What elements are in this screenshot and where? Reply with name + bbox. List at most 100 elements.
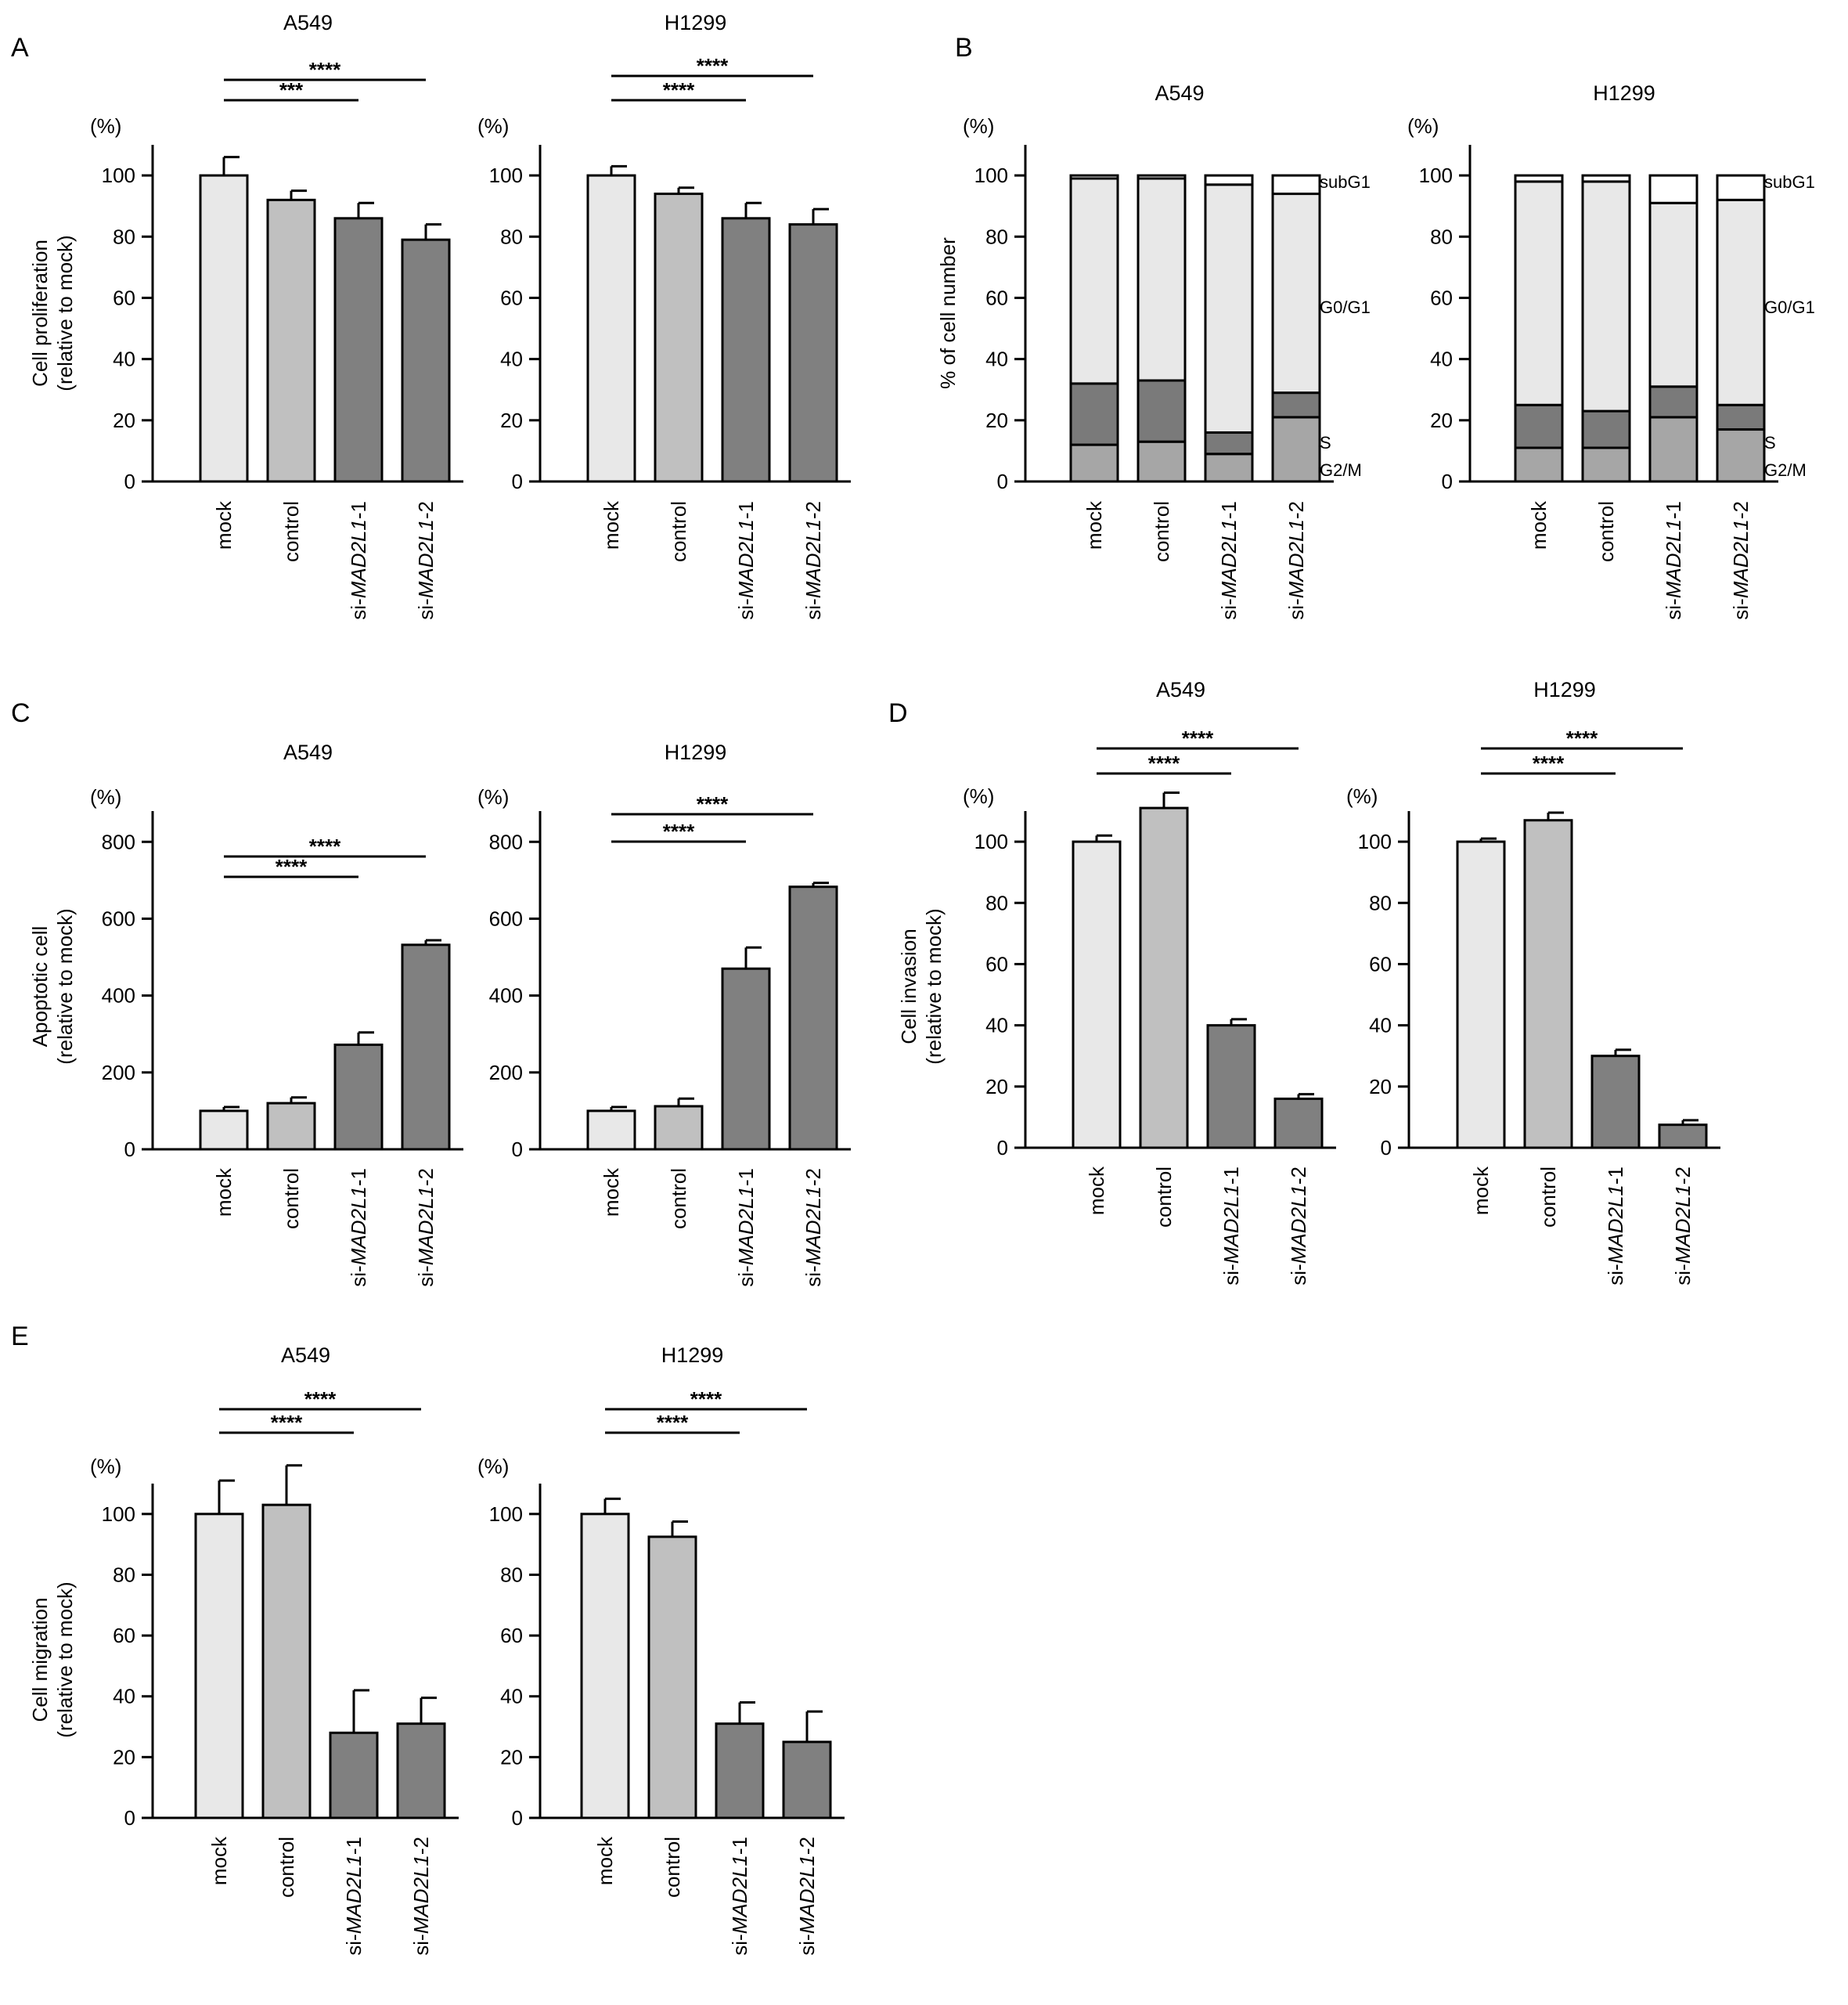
y-tick-label: 100 (102, 1502, 135, 1526)
significance-stars: **** (1182, 727, 1214, 750)
bar (654, 193, 704, 483)
bar (401, 943, 451, 1151)
stack-segment (1648, 201, 1699, 388)
bar (1590, 1055, 1641, 1149)
category-gene: MAD2L1 (795, 1855, 819, 1934)
chart-c1: A549 (%) Apoptotic cell(relative to mock) 0… (28, 741, 463, 1287)
stack-segment (1648, 416, 1699, 483)
bar (654, 1105, 704, 1151)
bar (194, 1513, 244, 1819)
significance-stars: **** (690, 1387, 722, 1411)
y-tick-label: 20 (113, 1745, 135, 1769)
significance-stars: **** (304, 1387, 337, 1411)
y-tick-label: 60 (985, 286, 1008, 309)
category-gene: MAD2L1 (1604, 1185, 1627, 1264)
y-tick-label: 20 (500, 1745, 523, 1769)
category-prefix: si- (1729, 598, 1753, 619)
phase-label: G2/M (1764, 460, 1807, 480)
chart-c2: H1299 (%) 0 200 400 600 800 ******** mock control… (477, 741, 851, 1287)
y-axis-label: Cell migration(relative to mock) (28, 1581, 77, 1737)
category-label: control (1594, 501, 1618, 562)
y-axis-label: Cell invasion(relative to mock) (897, 908, 946, 1064)
y-axis-label: Cell proliferation(relative to mock) (28, 235, 77, 391)
stack-segment (1514, 446, 1564, 483)
stack-segment (1716, 198, 1766, 406)
y-tick-label: 60 (113, 1624, 135, 1647)
y-tick-label: 0 (1442, 470, 1453, 493)
chart-d1: A549 (%) Cell invasion(relative to mock) 0 2… (897, 678, 1336, 1286)
category-prefix: si- (414, 598, 438, 619)
y-tick-label: 60 (1369, 952, 1392, 975)
y-tick-label: 80 (1369, 891, 1392, 914)
category-prefix: si- (1219, 1264, 1243, 1285)
category-gene: MAD2L1 (734, 519, 758, 598)
y-tick-label: 0 (512, 1806, 523, 1830)
phase-label: subG1 (1320, 172, 1371, 192)
category-label: si-MAD2L1-2 (802, 1168, 825, 1287)
bar (721, 967, 771, 1151)
y-tick-label: 60 (985, 952, 1008, 975)
bar (329, 1731, 379, 1819)
significance-stars: **** (309, 58, 341, 81)
y-tick-label: 40 (500, 348, 523, 371)
category-suffix: -1 (734, 1168, 758, 1186)
category-label: si-MAD2L1-2 (795, 1837, 819, 1956)
phase-label: S (1764, 433, 1776, 453)
y-tick-label: 20 (985, 1075, 1008, 1098)
chart-title: A549 (283, 741, 333, 764)
stack-segment (1137, 174, 1187, 180)
category-label: si-MAD2L1-1 (728, 1837, 751, 1956)
stack-segment (1581, 180, 1631, 413)
category-prefix: si- (802, 598, 825, 619)
category-gene: MAD2L1 (1219, 1185, 1243, 1264)
chart-b2: H1299 (%) 0 20 40 60 80 100 subG1 G0/G1 S G2/M mock c… (1407, 81, 1815, 620)
bar (788, 885, 838, 1151)
category-label: mock (1469, 1166, 1493, 1215)
phase-label: G2/M (1320, 460, 1362, 480)
category-suffix: -1 (1219, 1167, 1243, 1185)
category-suffix: -1 (1604, 1167, 1627, 1185)
stack-segment (1271, 416, 1321, 483)
y-unit-label: (%) (1346, 784, 1378, 808)
category-prefix: si- (734, 598, 758, 619)
category-label: mock (600, 500, 623, 550)
category-label: mock (207, 1836, 231, 1885)
category-prefix: si- (1284, 598, 1308, 619)
category-suffix: -1 (342, 1837, 366, 1855)
category-gene: MAD2L1 (347, 519, 370, 598)
stack-segment (1514, 180, 1564, 406)
category-gene: MAD2L1 (342, 1855, 366, 1934)
bar (586, 1109, 636, 1151)
bar (782, 1740, 832, 1819)
category-gene: MAD2L1 (1671, 1185, 1695, 1264)
panel-label-a: A (11, 33, 29, 63)
significance-stars: **** (1533, 752, 1565, 775)
panel-label-c: C (11, 698, 31, 728)
category-suffix: -2 (795, 1837, 819, 1855)
category-suffix: -1 (734, 501, 758, 519)
category-prefix: si- (802, 1265, 825, 1286)
bar (1456, 840, 1506, 1149)
y-tick-label: 100 (489, 164, 523, 187)
category-label: mock (212, 500, 236, 550)
panel-label-d: D (888, 698, 908, 728)
y-tick-label: 40 (113, 348, 135, 371)
stack-segment (1069, 174, 1119, 180)
category-prefix: si- (347, 598, 370, 619)
significance-stars: **** (697, 54, 729, 78)
y-tick-label: 40 (1369, 1014, 1392, 1037)
stack-segment (1648, 174, 1699, 204)
stack-segment (1137, 177, 1187, 382)
chart-b1: A549 (%) % of cell number 0 20 40 60 80 100 subG1… (936, 81, 1371, 620)
chart-title: H1299 (665, 11, 727, 34)
category-label: mock (1527, 500, 1551, 550)
bar (788, 223, 838, 483)
y-tick-label: 60 (500, 1624, 523, 1647)
phase-label: G0/G1 (1320, 298, 1371, 317)
category-gene: MAD2L1 (734, 1186, 758, 1265)
y-tick-label: 0 (512, 470, 523, 493)
category-label: si-MAD2L1-1 (734, 1168, 758, 1287)
category-label: mock (212, 1167, 236, 1217)
chart-e2: H1299 (%) 0 20 40 60 80 100 ******** mock control s… (477, 1343, 845, 1956)
